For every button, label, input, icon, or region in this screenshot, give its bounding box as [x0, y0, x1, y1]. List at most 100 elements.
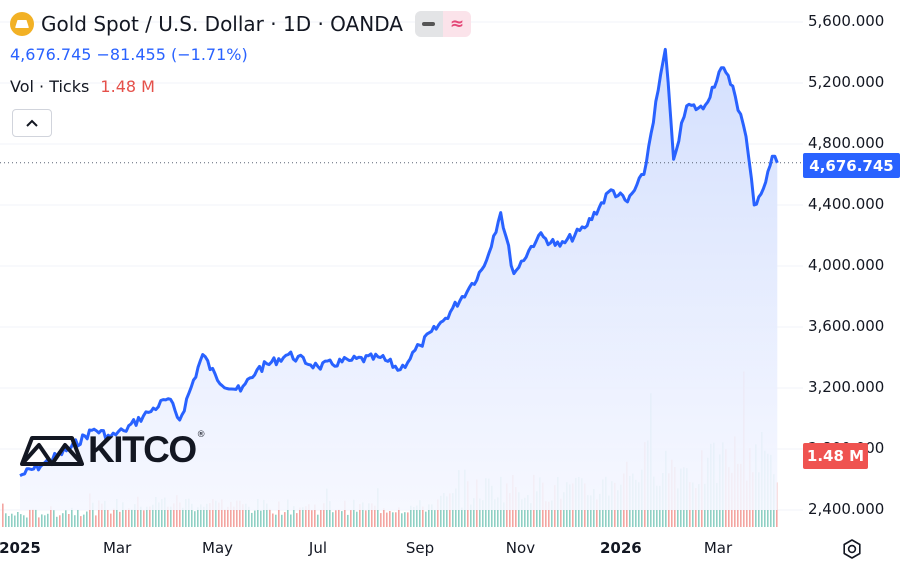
volume-bar [524, 497, 526, 527]
volume-bar [380, 513, 382, 527]
volume-bar [71, 507, 73, 527]
volume-bar [329, 501, 331, 527]
volume-bar [422, 506, 424, 527]
volume-bar [398, 507, 400, 527]
volume-bar [50, 506, 52, 527]
gear-icon[interactable] [840, 537, 864, 561]
volume-bar [257, 499, 259, 527]
volume-bar [305, 506, 307, 527]
volume-bar [449, 493, 451, 527]
volume-bar [110, 513, 112, 527]
volume-bar [392, 512, 394, 527]
kitco-brand: KITCO [88, 429, 197, 470]
volume-bar [596, 499, 598, 527]
volume-bar [221, 499, 223, 527]
volume-bar [83, 514, 85, 527]
volume-bar [89, 493, 91, 527]
volume-bar [98, 500, 100, 527]
volume-bar [266, 503, 268, 527]
volume-bar [545, 501, 547, 527]
volume-bar [161, 499, 163, 527]
volume-bar [47, 513, 49, 527]
volume-bar [251, 512, 253, 527]
x-tick-label: Jul [308, 539, 328, 557]
x-tick-label: 2025 [0, 539, 41, 557]
volume-bar [587, 495, 589, 527]
volume-bar [149, 506, 151, 527]
volume-bar [44, 515, 46, 527]
volume-bar [263, 499, 265, 527]
volume-bar [320, 509, 322, 527]
volume-bar [191, 503, 193, 527]
volume-bar [431, 504, 433, 527]
volume-bar [425, 511, 427, 527]
volume-bar [548, 501, 550, 527]
volume-bar [104, 500, 106, 527]
volume-bar [590, 495, 592, 527]
gold-bar-icon [10, 12, 34, 36]
volume-bar [182, 507, 184, 527]
y-tick-label: 4,800.000 [808, 134, 885, 152]
volume-bar [230, 501, 232, 527]
y-tick-label: 4,400.000 [808, 195, 885, 213]
minus-icon[interactable] [414, 11, 443, 37]
volume-bar [341, 511, 343, 527]
volume-bar [323, 503, 325, 527]
volume-bar [209, 503, 211, 527]
volume-bar [68, 514, 70, 527]
collapse-legend-button[interactable] [12, 109, 52, 137]
volume-bar [437, 499, 439, 527]
volume-bar [26, 517, 28, 527]
volume-bar [137, 496, 139, 527]
volume-bar [347, 514, 349, 527]
volume-bar [2, 503, 4, 527]
volume-bar [5, 513, 7, 527]
volume-bar [527, 495, 529, 527]
kitco-logo-icon [20, 435, 84, 466]
volume-bar [386, 512, 388, 527]
volume-bar [38, 517, 40, 527]
x-tick-label: Mar [703, 539, 733, 557]
volume-bar [608, 495, 610, 527]
volume-bar [128, 508, 130, 527]
volume-bar [107, 510, 109, 527]
indicator-badges: ≈ [414, 11, 471, 37]
volume-bar [497, 497, 499, 527]
volume-bar [410, 505, 412, 527]
volume-bar [359, 504, 361, 527]
volume-bar [371, 503, 373, 527]
volume-bar [368, 503, 370, 527]
volume-bar [119, 511, 121, 527]
price-change: 4,676.745 −81.455 (−1.71%) [10, 45, 248, 64]
volume-bar [317, 514, 319, 527]
volume-bar [236, 500, 238, 527]
volume-bar [116, 499, 118, 527]
volume-bar [287, 499, 289, 527]
volume-bar [173, 503, 175, 527]
volume-bar [269, 508, 271, 527]
volume-bar [404, 512, 406, 527]
volume-bar [20, 514, 22, 527]
volume-bar [170, 506, 172, 527]
volume-bar [242, 504, 244, 527]
wave-icon[interactable]: ≈ [442, 11, 471, 37]
volume-bar [407, 512, 409, 527]
volume-bar [470, 504, 472, 527]
volume-bar [23, 515, 25, 527]
volume-bar [335, 510, 337, 527]
y-tick-label: 5,600.000 [808, 12, 885, 30]
volume-bar [428, 504, 430, 527]
volume-bar [365, 510, 367, 527]
volume-bar [296, 513, 298, 527]
y-tick-label: 3,200.000 [808, 378, 885, 396]
volume-bar [29, 509, 31, 527]
volume-bar [62, 513, 64, 527]
volume-bar [80, 516, 82, 527]
volume-bar [473, 498, 475, 527]
symbol-title[interactable]: Gold Spot / U.S. Dollar · 1D · OANDA [41, 12, 403, 36]
kitco-watermark: KITCO ® [20, 429, 206, 470]
price-line[interactable] [19, 47, 779, 478]
chevron-up-icon [26, 119, 38, 127]
volume-bar [32, 508, 34, 527]
